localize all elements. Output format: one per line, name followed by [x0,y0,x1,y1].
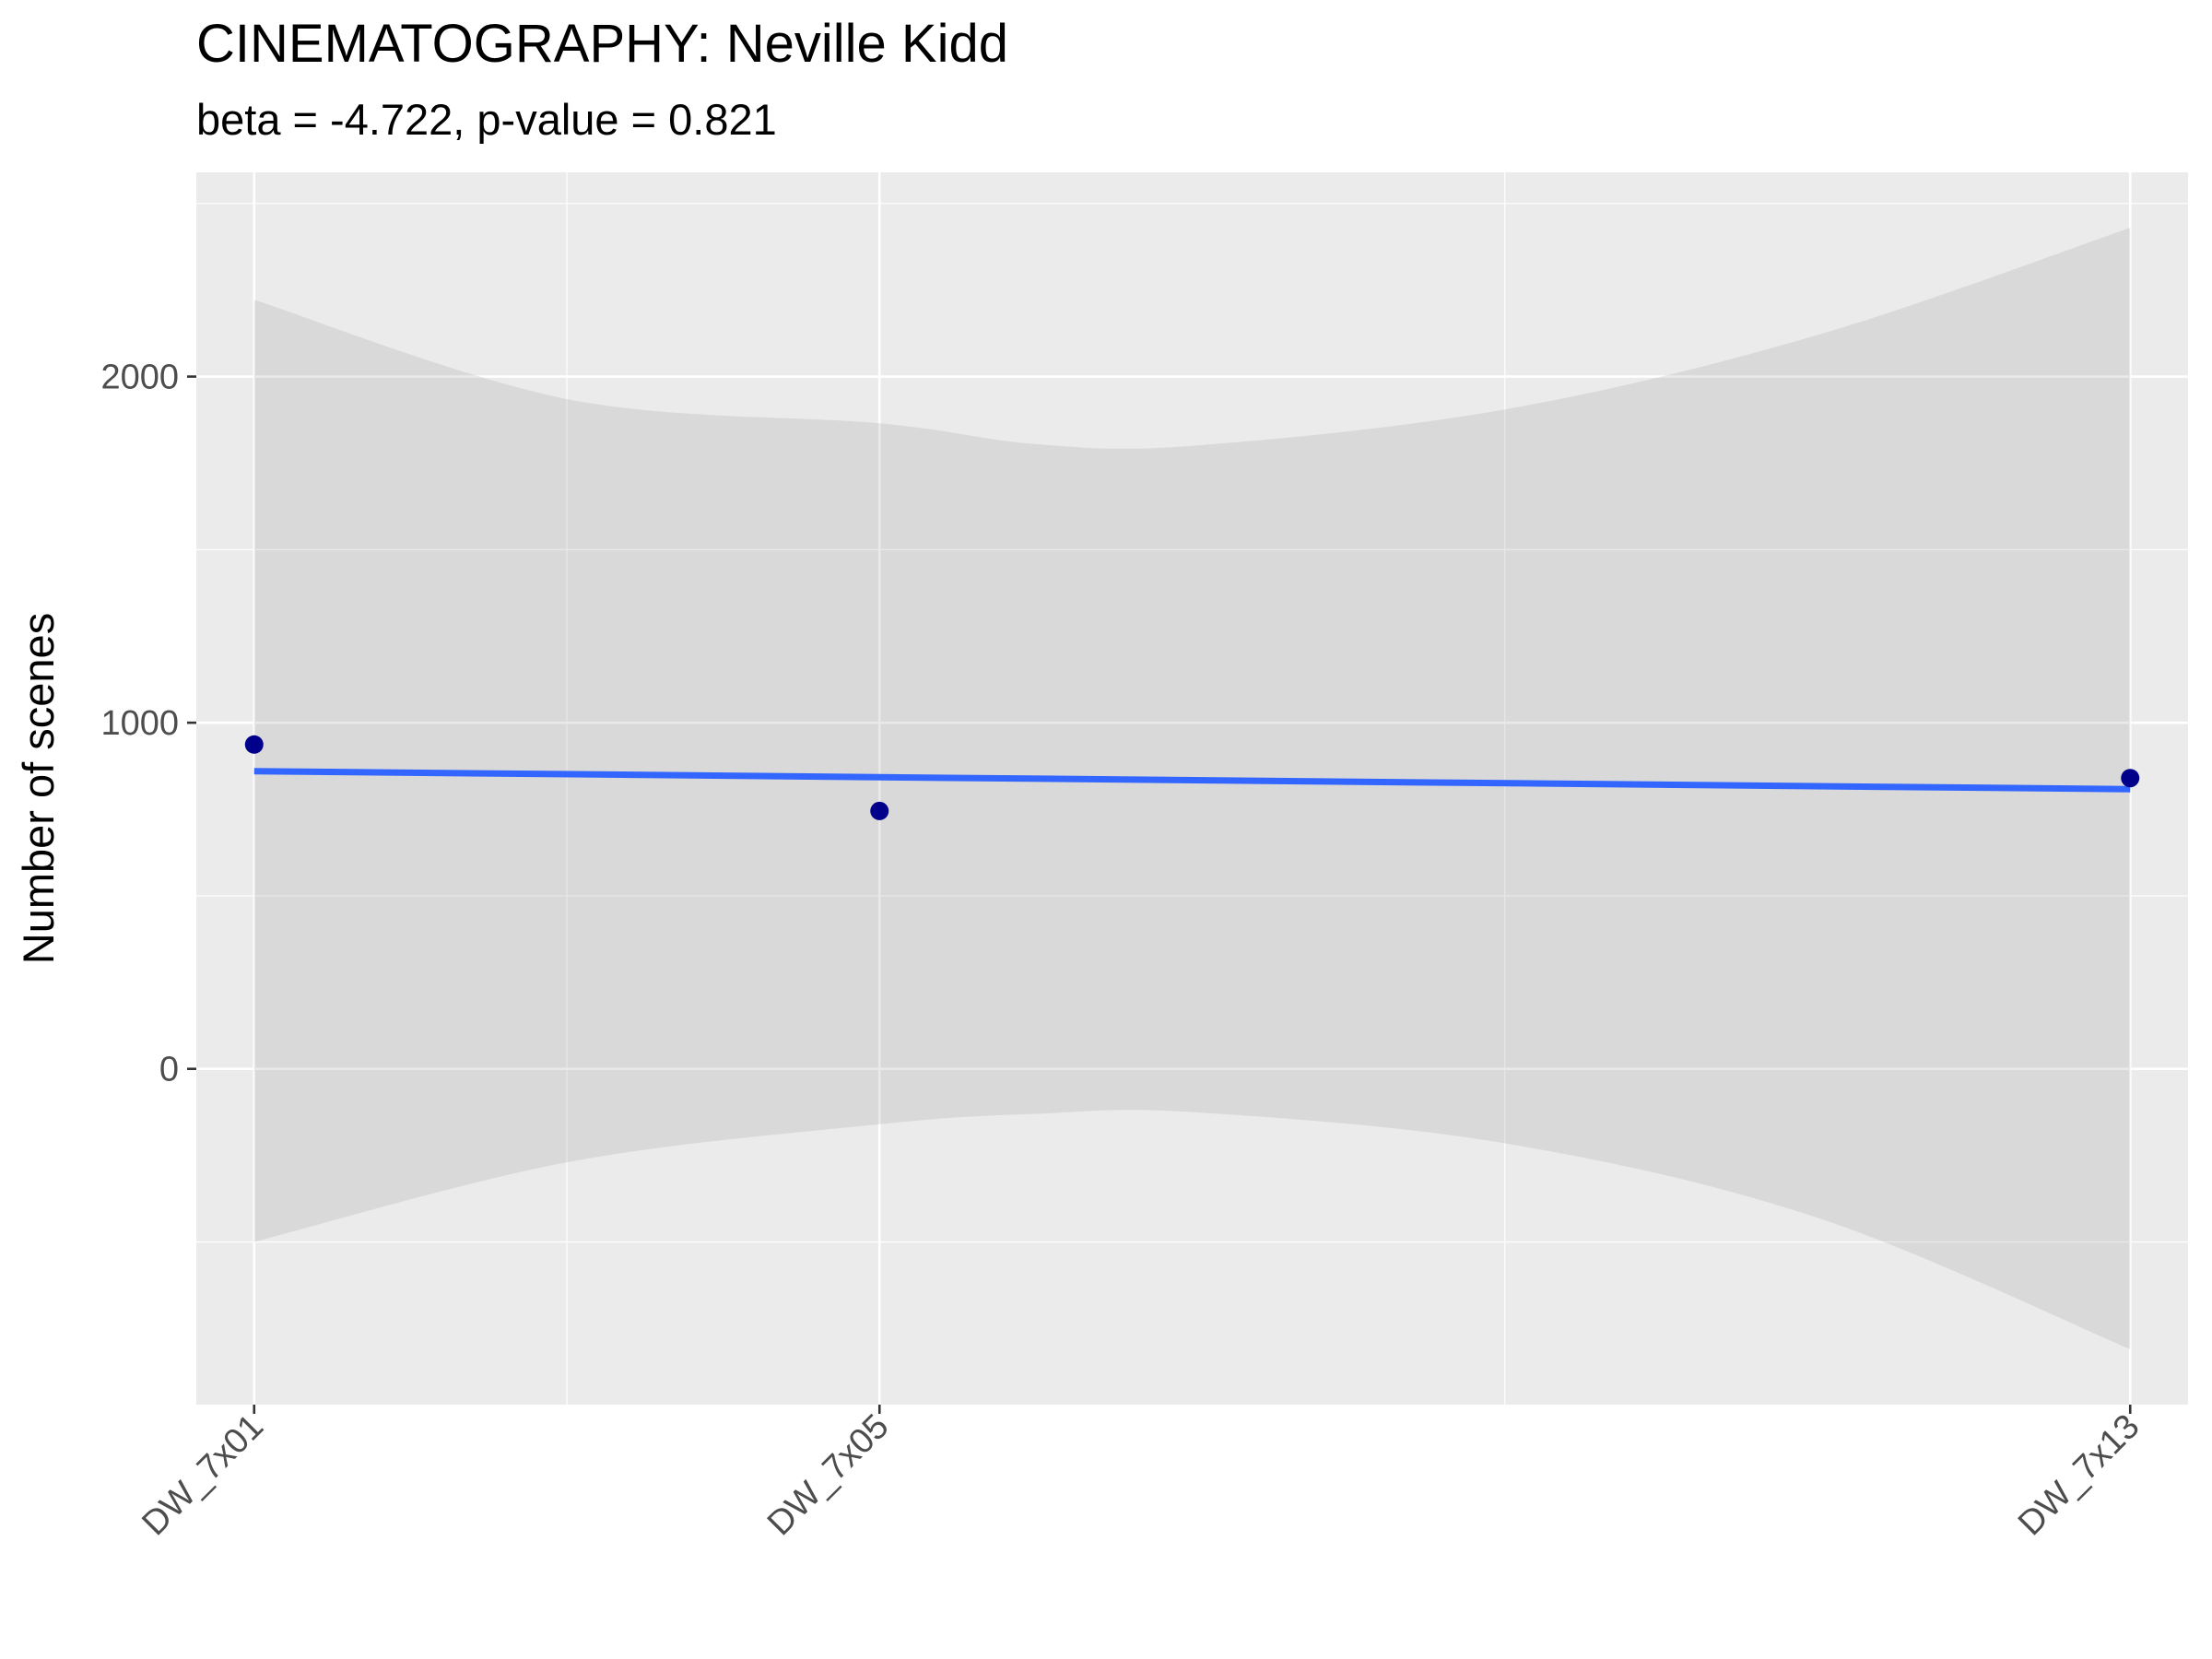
x-tick-label: DW_7x01 [135,1407,271,1544]
y-tick-label: 1000 [100,704,179,743]
regression-line [253,768,2131,793]
confidence-band [253,228,2131,1349]
x-tick-label: DW_7x13 [2011,1407,2147,1544]
chart-subtitle: beta = -4.722, p-value = 0.821 [196,95,777,144]
y-tick-label: 0 [159,1051,179,1089]
y-axis-title: Number of scenes [14,613,63,964]
data-point [2121,769,2140,788]
data-point [244,735,264,754]
data-points [244,735,2140,820]
y-axis: 0 1000 2000 [100,359,196,1089]
x-axis: DW_7x01 DW_7x05 DW_7x13 [135,1405,2147,1543]
chart-title: CINEMATOGRAPHY: Neville Kidd [196,14,1008,74]
data-point [870,801,889,820]
y-tick-label: 2000 [100,359,179,397]
x-tick-label: DW_7x05 [760,1407,897,1544]
